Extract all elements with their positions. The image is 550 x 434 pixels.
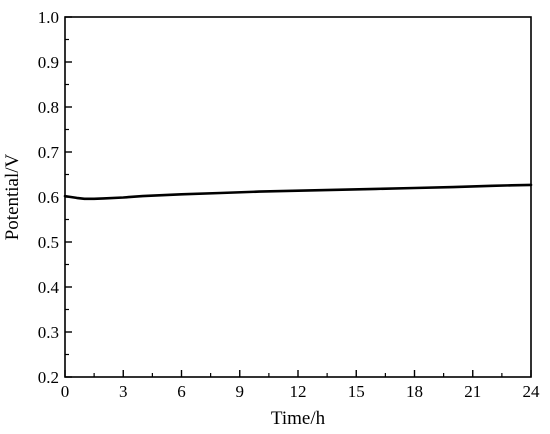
series-layer <box>63 183 533 201</box>
y-tick-label: 0.6 <box>38 188 59 207</box>
x-tick-label: 12 <box>290 382 307 401</box>
x-tick-label: 24 <box>523 382 541 401</box>
y-tick-label: 0.5 <box>38 233 59 252</box>
y-tick-label: 0.8 <box>38 98 59 117</box>
x-tick-label: 15 <box>348 382 365 401</box>
x-tick-label: 9 <box>236 382 245 401</box>
x-axis-title: Time/h <box>271 408 326 429</box>
x-tick-label: 3 <box>119 382 128 401</box>
y-tick-label: 0.3 <box>38 323 59 342</box>
y-tick-label: 0.4 <box>38 278 60 297</box>
y-tick-label: 0.9 <box>38 53 59 72</box>
x-tick-label: 6 <box>177 382 186 401</box>
x-tick-label: 0 <box>61 382 70 401</box>
y-tick-label: 1.0 <box>38 8 59 27</box>
y-axis-title: Potential/V <box>2 153 23 240</box>
x-tick-label: 21 <box>464 382 481 401</box>
series-line <box>63 183 533 201</box>
x-tick-label: 18 <box>406 382 423 401</box>
x-axis: 0 3 6 9 12 15 18 21 24 <box>61 370 540 401</box>
y-tick-label: 0.7 <box>38 143 60 162</box>
y-axis: 0.2 0.3 0.4 0.5 0.6 0.7 0.8 0.9 1.0 <box>38 8 72 387</box>
y-tick-label: 0.2 <box>38 368 59 387</box>
